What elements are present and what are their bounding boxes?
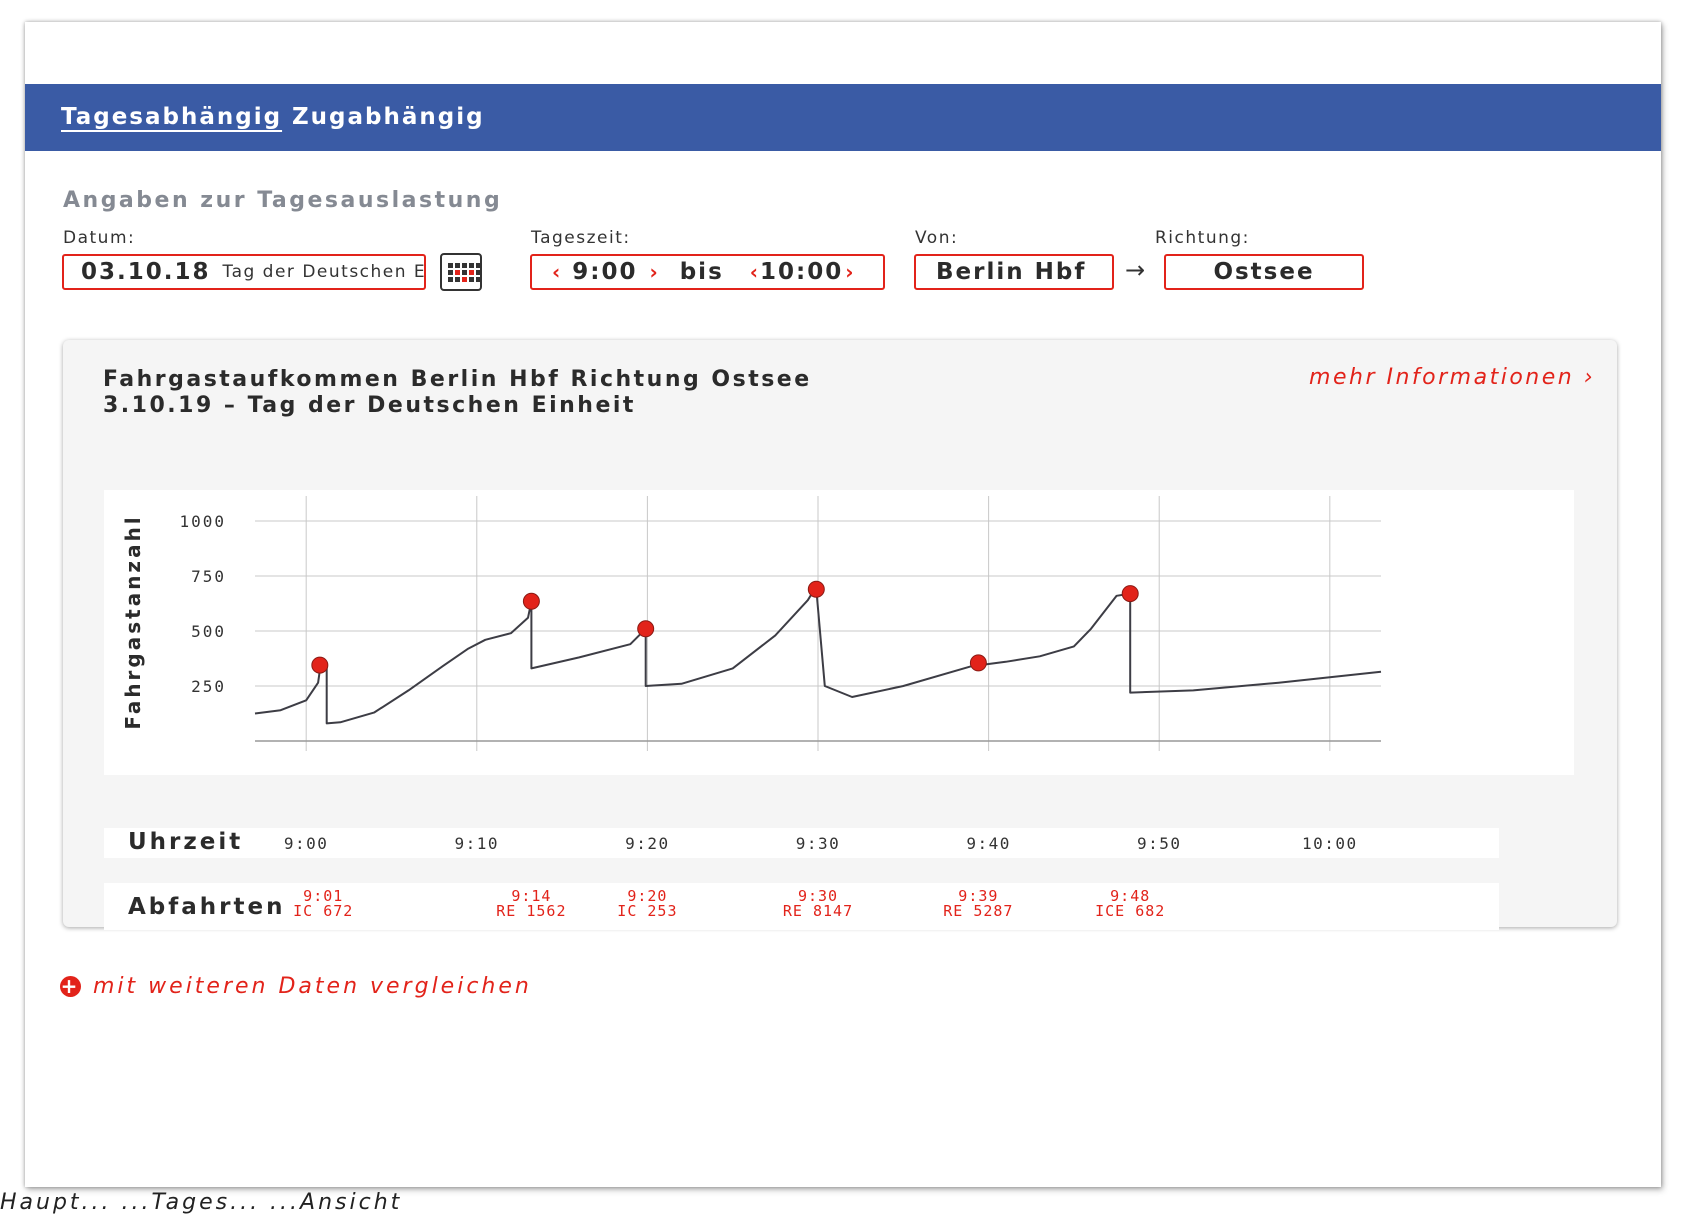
time-to-next-icon[interactable]: ›	[845, 260, 854, 284]
x-tick-label: 9:50	[1137, 834, 1182, 853]
more-info-link[interactable]: mehr Informationen ›	[1309, 365, 1595, 390]
y-tick-label: 1000	[179, 512, 226, 531]
departure-marker	[637, 620, 655, 638]
passenger-line-chart: 250 500 750 1000 9:00 9:10 9:20 9:30 9:40 9:50 10:…	[121, 496, 1382, 920]
direction-field[interactable]: Ostsee	[1164, 254, 1364, 290]
x-tick-label: 9:10	[455, 834, 500, 853]
time-from-prev-icon[interactable]: ‹	[552, 260, 561, 284]
x-tick-label: 10:00	[1302, 834, 1358, 853]
direction-value: Ostsee	[1213, 259, 1315, 285]
departure-train: RE 5287	[943, 902, 1013, 920]
top-nav-bar: Tagesabhängig Zugabhängig	[25, 84, 1661, 151]
departure-marker	[969, 654, 987, 672]
departures-strip: Abfahrten	[104, 883, 1499, 930]
departure-train: ICE 682	[1095, 902, 1165, 920]
section-title: Angaben zur Tagesauslastung	[63, 188, 503, 213]
plot-area	[104, 490, 1574, 775]
x-tick-label: 9:20	[625, 834, 670, 853]
plus-circle-icon: +	[60, 974, 81, 998]
passenger-chart-card: Fahrgastaufkommen Berlin Hbf Richtung Os…	[63, 340, 1617, 930]
departure-time: 9:48	[1110, 887, 1150, 905]
departure-train: IC 672	[293, 902, 353, 920]
departure-marker	[522, 592, 540, 610]
departure-train: IC 253	[617, 902, 677, 920]
direction-arrow-icon: →	[1125, 256, 1146, 284]
departure-time: 9:39	[958, 887, 998, 905]
x-tick-label: 9:00	[284, 834, 329, 853]
departures-row-label: Abfahrten	[128, 894, 286, 920]
departure-time: 9:14	[511, 887, 551, 905]
chart-subtitle: 3.10.19 – Tag der Deutschen Einheit	[103, 393, 636, 418]
date-holiday-note: Tag der Deutschen Ei	[222, 262, 426, 282]
time-range-field[interactable]: ‹ 9:00 › bis ‹ 10:00 ›	[530, 254, 885, 290]
departure-marker	[1121, 585, 1139, 603]
time-from-value: 9:00	[572, 259, 638, 285]
compare-link-label: mit weiteren Daten vergleichen	[93, 974, 532, 999]
departure-train: RE 8147	[783, 902, 853, 920]
time-row-label: Uhrzeit	[128, 829, 244, 855]
time-label: Tageszeit:	[531, 228, 631, 248]
date-value: 03.10.18	[81, 259, 211, 285]
time-axis-strip: Uhrzeit	[104, 828, 1499, 858]
y-tick-label: 750	[191, 567, 226, 586]
time-separator: bis	[679, 259, 724, 285]
y-tick-label: 500	[191, 622, 226, 641]
direction-label: Richtung:	[1155, 228, 1250, 248]
y-axis-label: Fahrgastanzahl	[121, 514, 145, 729]
tab-zugabhaengig[interactable]: Zugabhängig	[292, 104, 485, 130]
departure-time: 9:01	[303, 887, 343, 905]
departure-train: RE 1562	[496, 902, 566, 920]
time-to-prev-icon[interactable]: ‹	[749, 260, 759, 284]
time-from-next-icon[interactable]: ›	[649, 260, 658, 284]
from-station-value: Berlin Hbf	[936, 259, 1087, 285]
from-label: Von:	[915, 228, 959, 248]
y-tick-label: 250	[191, 677, 226, 696]
figure-caption: Haupt... ...Tages... ...Ansicht	[0, 1190, 403, 1215]
date-label: Datum:	[63, 228, 136, 248]
departure-marker	[311, 656, 329, 674]
departure-time: 9:20	[627, 887, 667, 905]
from-station-field[interactable]: Berlin Hbf	[914, 254, 1114, 290]
date-field[interactable]: 03.10.18 Tag der Deutschen Ei	[62, 254, 426, 290]
tab-tagesabhaengig[interactable]: Tagesabhängig	[61, 104, 283, 130]
calendar-icon[interactable]	[440, 253, 482, 291]
departure-marker	[807, 580, 825, 598]
passenger-series-line	[254, 588, 1382, 725]
time-to-value: 10:00	[760, 259, 844, 285]
app-window: Tagesabhängig Zugabhängig Angaben zur Ta…	[25, 22, 1661, 1187]
departure-time: 9:30	[798, 887, 838, 905]
compare-link[interactable]: + mit weiteren Daten vergleichen	[60, 974, 532, 999]
chart-title: Fahrgastaufkommen Berlin Hbf Richtung Os…	[103, 367, 812, 392]
x-tick-label: 9:40	[966, 834, 1011, 853]
x-tick-label: 9:30	[796, 834, 841, 853]
